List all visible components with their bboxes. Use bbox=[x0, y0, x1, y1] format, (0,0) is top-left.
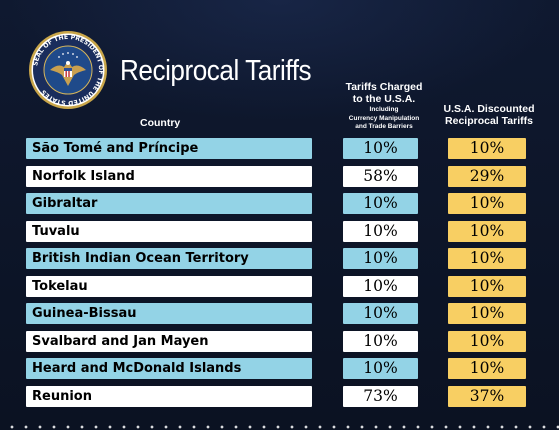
country-cell: Heard and McDonald Islands bbox=[26, 358, 312, 379]
star-border bbox=[0, 416, 559, 430]
charged-cell: 10% bbox=[343, 303, 418, 324]
table-row: Reunion 73% 37% bbox=[26, 385, 536, 407]
discounted-header-line1: U.S.A. Discounted bbox=[443, 103, 535, 115]
table-row: Svalbard and Jan Mayen 10% 10% bbox=[26, 330, 536, 352]
country-cell: Svalbard and Jan Mayen bbox=[26, 330, 312, 352]
table-row: Gibraltar 10% 10% bbox=[26, 193, 536, 214]
table-row: Tuvalu 10% 10% bbox=[26, 220, 536, 242]
charged-header-sub1: Including bbox=[369, 106, 399, 113]
charged-cell: 10% bbox=[343, 358, 418, 379]
discounted-cell: 10% bbox=[448, 330, 526, 352]
country-cell: Tokelau bbox=[26, 275, 312, 297]
charged-cell: 10% bbox=[343, 248, 418, 269]
charged-cell: 10% bbox=[343, 138, 418, 159]
table-row: Guinea-Bissau 10% 10% bbox=[26, 303, 536, 324]
discounted-cell: 10% bbox=[448, 220, 526, 242]
charged-cell: 73% bbox=[343, 385, 418, 407]
discounted-cell: 10% bbox=[448, 358, 526, 379]
country-cell: Guinea-Bissau bbox=[26, 303, 312, 324]
table-row: British Indian Ocean Territory 10% 10% bbox=[26, 248, 536, 269]
country-cell: Gibraltar bbox=[26, 193, 312, 214]
discounted-cell: 10% bbox=[448, 303, 526, 324]
country-cell: British Indian Ocean Territory bbox=[26, 248, 312, 269]
table-row: Heard and McDonald Islands 10% 10% bbox=[26, 358, 536, 379]
page-title: Reciprocal Tariffs bbox=[120, 55, 312, 87]
discounted-cell: 10% bbox=[448, 138, 526, 159]
charged-cell: 10% bbox=[343, 330, 418, 352]
table-row: Tokelau 10% 10% bbox=[26, 275, 536, 297]
country-cell: Norfolk Island bbox=[26, 165, 312, 187]
charged-header-line2: to the U.S.A. bbox=[352, 93, 416, 105]
charged-cell: 10% bbox=[343, 193, 418, 214]
discounted-header-line2: Reciprocal Tariffs bbox=[445, 115, 533, 127]
charged-header-line1: Tariffs Charged bbox=[345, 81, 423, 93]
discounted-cell: 10% bbox=[448, 248, 526, 269]
charged-header-sub2: Currency Manipulation bbox=[348, 114, 420, 122]
charged-header-sub3: and Trade Barriers bbox=[355, 123, 413, 130]
discounted-cell: 29% bbox=[448, 165, 526, 187]
discounted-cell: 37% bbox=[448, 385, 526, 407]
presidential-seal-icon: SEAL OF THE PRESIDENT OF THE UNITED STAT… bbox=[29, 31, 107, 109]
discounted-cell: 10% bbox=[448, 193, 526, 214]
table-row: Norfolk Island 58% 29% bbox=[26, 165, 536, 187]
charged-cell: 10% bbox=[343, 275, 418, 297]
country-cell: Reunion bbox=[26, 385, 312, 407]
table-row: São Tomé and Príncipe 10% 10% bbox=[26, 138, 536, 159]
column-header-discounted: U.S.A. Discounted Reciprocal Tariffs bbox=[433, 103, 545, 127]
charged-cell: 58% bbox=[343, 165, 418, 187]
country-cell: Tuvalu bbox=[26, 220, 312, 242]
country-cell: São Tomé and Príncipe bbox=[26, 138, 312, 159]
discounted-cell: 10% bbox=[448, 275, 526, 297]
column-header-charged: Tariffs Charged to the U.S.A. Including … bbox=[332, 81, 436, 131]
charged-cell: 10% bbox=[343, 220, 418, 242]
column-header-country: Country bbox=[140, 117, 181, 129]
